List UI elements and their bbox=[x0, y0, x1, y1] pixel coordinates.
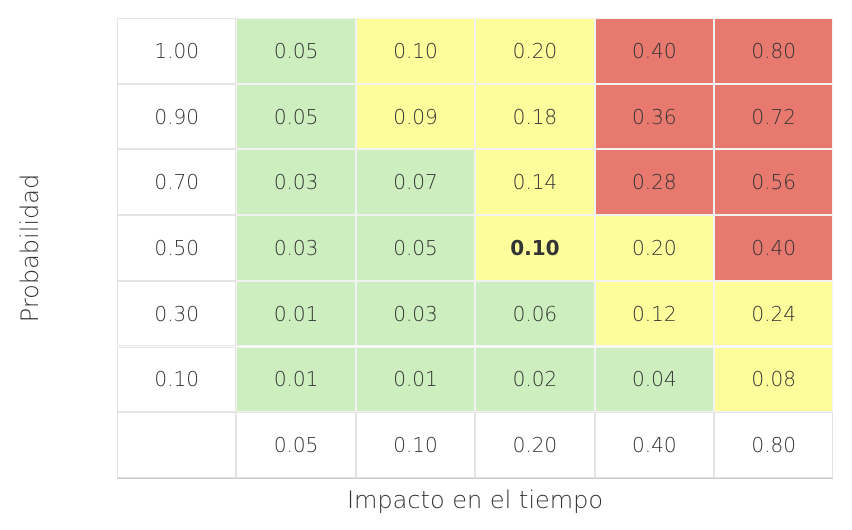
matrix-cell: 0.12 bbox=[594, 280, 714, 347]
matrix-cell: 0.07 bbox=[355, 149, 476, 216]
matrix-cell: 0.10 bbox=[475, 215, 595, 281]
table-rule bbox=[117, 477, 833, 479]
matrix-cell: 0.40 bbox=[594, 18, 714, 84]
matrix-cell: 0.14 bbox=[475, 149, 595, 216]
matrix-cell: 0.06 bbox=[475, 280, 595, 347]
matrix-cell: 0.03 bbox=[236, 149, 356, 216]
y-axis-label: Probabilidad bbox=[16, 173, 44, 323]
column-label: 0.20 bbox=[475, 412, 595, 478]
column-label: 0.05 bbox=[236, 412, 356, 478]
matrix-cell: 0.56 bbox=[714, 149, 834, 216]
matrix-cell: 0.05 bbox=[236, 18, 356, 84]
matrix-cell: 0.03 bbox=[236, 215, 356, 281]
matrix-cell: 0.80 bbox=[714, 18, 834, 84]
row-label: 0.30 bbox=[117, 280, 237, 347]
matrix-cell: 0.10 bbox=[355, 18, 476, 84]
row-label: 0.90 bbox=[117, 83, 237, 150]
matrix-cell: 0.01 bbox=[236, 280, 356, 347]
matrix-cell: 0.08 bbox=[714, 346, 834, 413]
column-label: 0.40 bbox=[594, 412, 714, 478]
matrix-cell: 0.05 bbox=[355, 215, 476, 281]
matrix-cell: 0.72 bbox=[714, 83, 834, 150]
corner-cell bbox=[117, 412, 237, 478]
row-label: 0.10 bbox=[117, 346, 237, 413]
matrix-cell: 0.28 bbox=[594, 149, 714, 216]
matrix-cell: 0.01 bbox=[355, 346, 476, 413]
matrix-cell: 0.20 bbox=[475, 18, 595, 84]
matrix-cell: 0.24 bbox=[714, 280, 834, 347]
row-label: 1.00 bbox=[117, 18, 237, 84]
row-label: 0.50 bbox=[117, 215, 237, 281]
matrix-cell: 0.40 bbox=[714, 215, 834, 281]
matrix-cell: 0.04 bbox=[594, 346, 714, 413]
row-label: 0.70 bbox=[117, 149, 237, 216]
column-label: 0.10 bbox=[355, 412, 476, 478]
x-axis-label: Impacto en el tiempo bbox=[346, 486, 604, 514]
matrix-cell: 0.20 bbox=[594, 215, 714, 281]
matrix-cell: 0.18 bbox=[475, 83, 595, 150]
matrix-cell: 0.02 bbox=[475, 346, 595, 413]
matrix-cell: 0.03 bbox=[355, 280, 476, 347]
matrix-cell: 0.05 bbox=[236, 83, 356, 150]
matrix-cell: 0.01 bbox=[236, 346, 356, 413]
matrix-cell: 0.36 bbox=[594, 83, 714, 150]
matrix-cell: 0.09 bbox=[355, 83, 476, 150]
column-label: 0.80 bbox=[714, 412, 834, 478]
